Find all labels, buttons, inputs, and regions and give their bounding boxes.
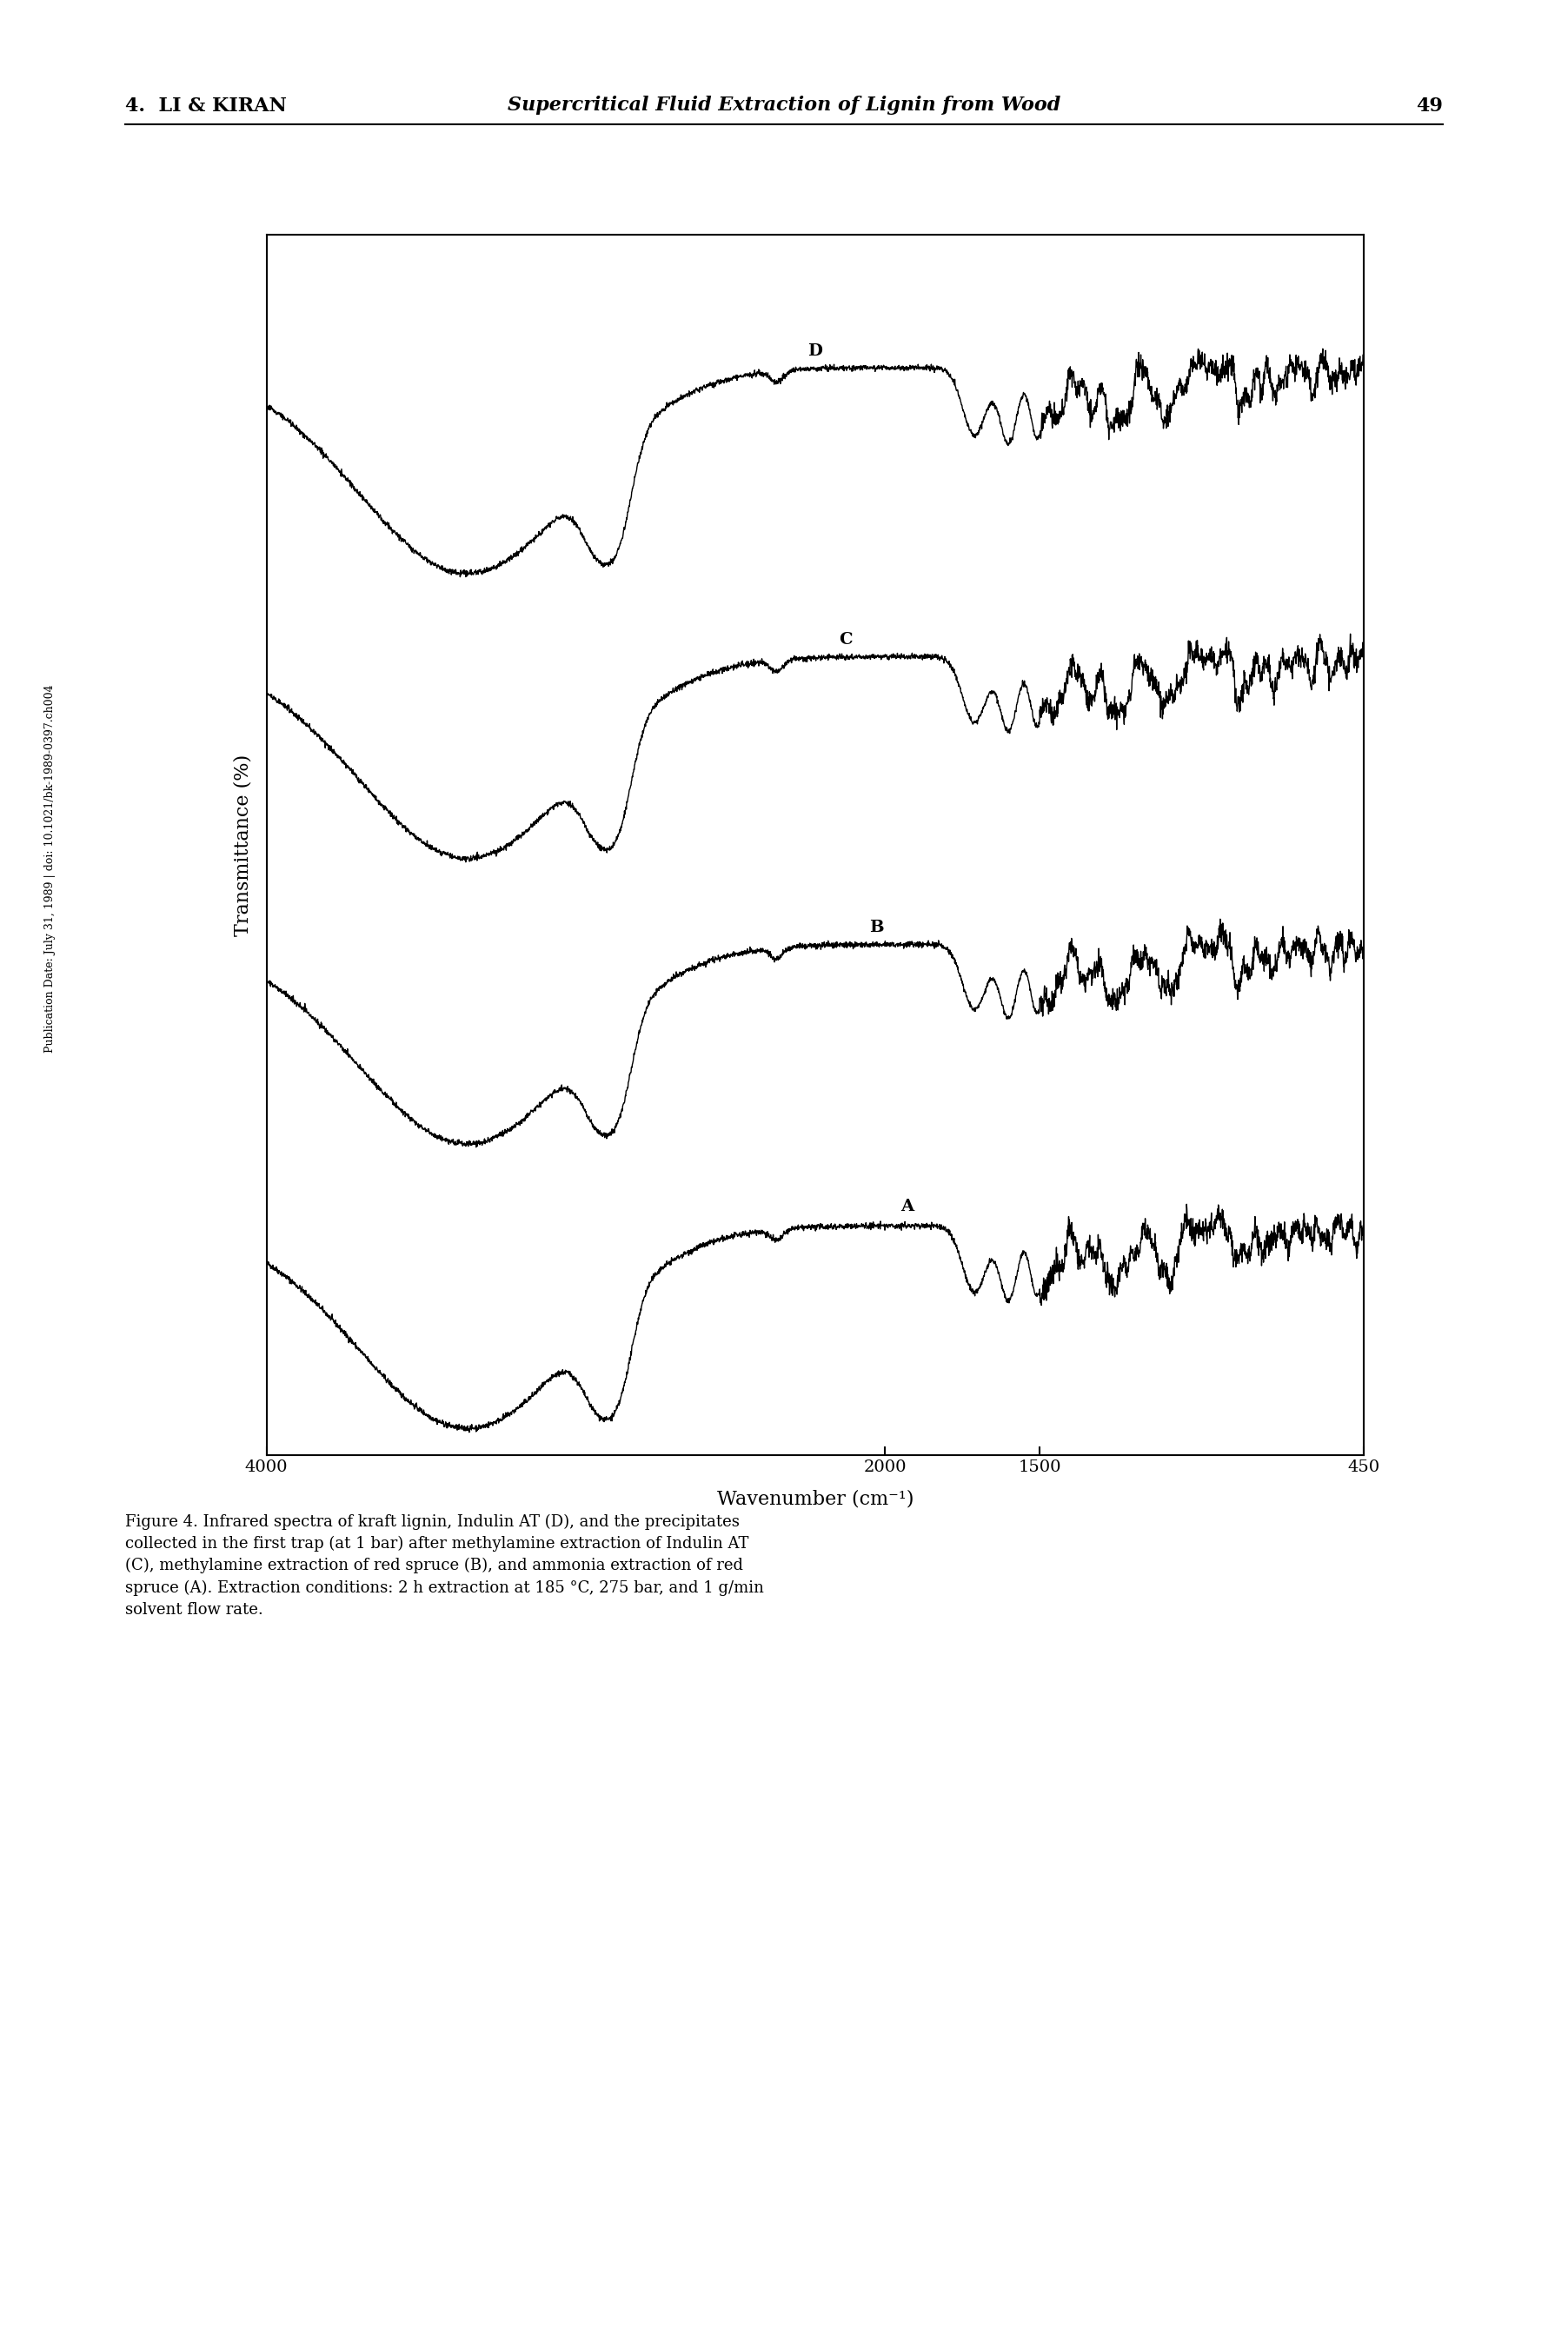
Text: C: C <box>839 631 851 648</box>
Text: 4.  LI & KIRAN: 4. LI & KIRAN <box>125 96 287 115</box>
X-axis label: Wavenumber (cm⁻¹): Wavenumber (cm⁻¹) <box>717 1490 914 1509</box>
Y-axis label: Transmittance (%): Transmittance (%) <box>234 753 252 936</box>
Text: A: A <box>900 1199 914 1213</box>
Text: B: B <box>870 920 884 936</box>
Text: D: D <box>808 343 822 359</box>
Text: Supercritical Fluid Extraction of Lignin from Wood: Supercritical Fluid Extraction of Lignin… <box>508 96 1060 115</box>
Text: 49: 49 <box>1416 96 1443 115</box>
Text: Publication Date: July 31, 1989 | doi: 10.1021/bk-1989-0397.ch004: Publication Date: July 31, 1989 | doi: 1… <box>44 685 56 1051</box>
Text: Figure 4. Infrared spectra of kraft lignin, Indulin AT (D), and the precipitates: Figure 4. Infrared spectra of kraft lign… <box>125 1514 764 1617</box>
